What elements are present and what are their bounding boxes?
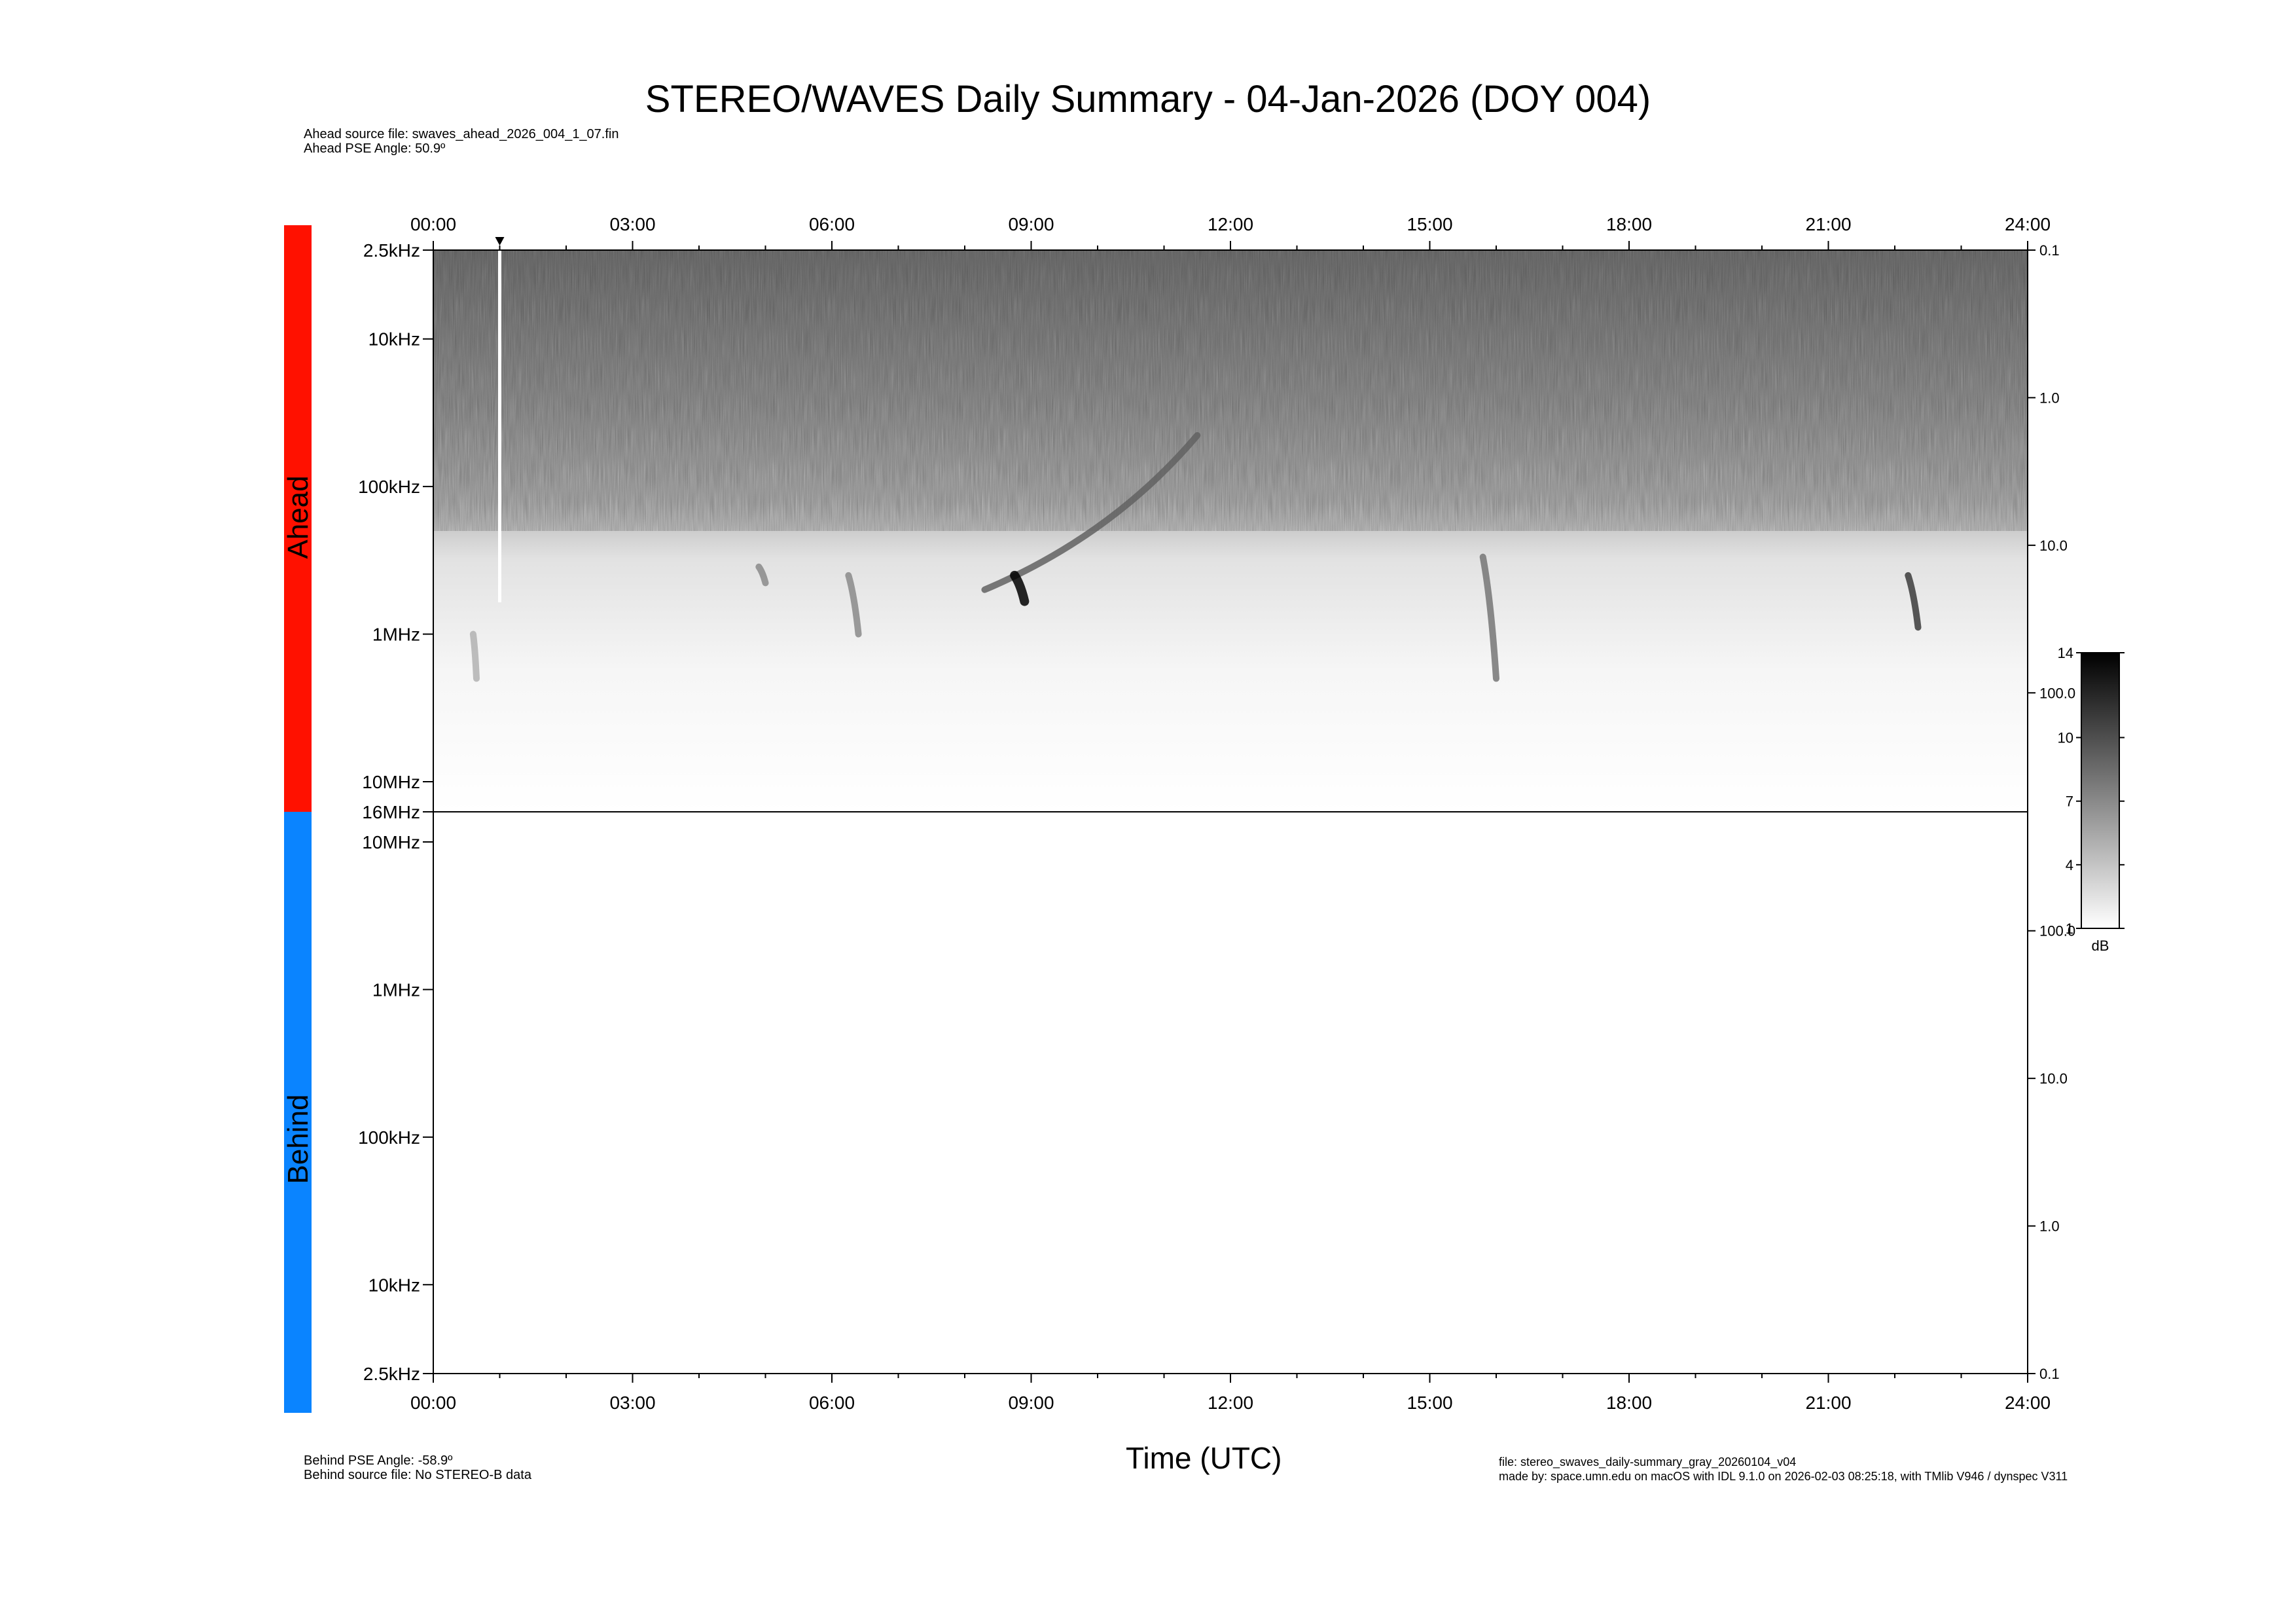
colorbar-tick-label: 7 [2066, 793, 2073, 810]
behind-y-tick-label: 1MHz [372, 979, 420, 1000]
x-tick-label-bottom: 03:00 [609, 1393, 655, 1413]
behind-panel-frame [433, 811, 2028, 1374]
ahead-right-tick-label: 100.0 [2039, 685, 2075, 701]
behind-panel-name: Behind [282, 1094, 314, 1184]
x-tick-label-bottom: 12:00 [1208, 1393, 1253, 1413]
behind-y-tick-label: 2.5kHz [363, 1364, 420, 1384]
ahead-y-tick-label: 10kHz [368, 329, 420, 350]
ahead-y-tick-label: 1MHz [372, 625, 420, 645]
behind-y-tick-label: 10kHz [368, 1275, 420, 1295]
burst-mark [755, 563, 769, 587]
ahead-y-tick-label: 2.5kHz [363, 240, 420, 261]
footer-file: file: stereo_swaves_daily-summary_gray_2… [1499, 1455, 1797, 1468]
ahead-y-tick-label: 16MHz [362, 802, 420, 822]
behind-right-tick-label: 1.0 [2039, 1218, 2060, 1235]
behind-source-file: Behind source file: No STEREO-B data [304, 1468, 531, 1482]
x-tick-label-bottom: 24:00 [2005, 1393, 2051, 1413]
behind-pse-angle: Behind PSE Angle: -58.9º [304, 1453, 453, 1468]
behind-right-tick-label: 100.0 [2039, 923, 2075, 939]
ahead-panel-name: Ahead [282, 475, 314, 558]
colorbar-tick-label: 1 [2066, 921, 2073, 937]
ahead-spectrogram-noise [433, 250, 2028, 531]
chart-title: STEREO/WAVES Daily Summary - 04-Jan-2026… [645, 78, 1651, 120]
ahead-right-tick-label: 10.0 [2039, 538, 2068, 554]
behind-right-tick-label: 10.0 [2039, 1070, 2068, 1087]
colorbar-unit-label: dB [2092, 938, 2109, 954]
x-tick-label-bottom: 18:00 [1606, 1393, 1652, 1413]
x-tick-label-top: 15:00 [1407, 214, 1452, 234]
x-tick-label-bottom: 00:00 [410, 1393, 456, 1413]
x-tick-label-top: 18:00 [1606, 214, 1652, 234]
x-tick-label-bottom: 15:00 [1407, 1393, 1452, 1413]
ahead-y-tick-label: 10MHz [362, 772, 420, 792]
x-tick-label-bottom: 21:00 [1805, 1393, 1851, 1413]
x-tick-label-top: 09:00 [1008, 214, 1054, 234]
colorbar-tick-label: 14 [2058, 645, 2073, 661]
behind-panel-bar [284, 812, 312, 1413]
burst-mark [469, 630, 480, 682]
ahead-panel-bar [284, 225, 312, 812]
x-tick-label-top: 00:00 [410, 214, 456, 234]
ahead-right-tick-label: 1.0 [2039, 390, 2060, 406]
colorbar-tick-label: 10 [2058, 730, 2073, 746]
x-tick-label-top: 03:00 [609, 214, 655, 234]
colorbar-tick-label: 4 [2066, 857, 2073, 873]
x-tick-label-top: 06:00 [809, 214, 855, 234]
time-marker [495, 237, 505, 246]
x-tick-label-top: 24:00 [2005, 214, 2051, 234]
burst-mark [1010, 570, 1030, 606]
behind-right-tick-label: 0.1 [2039, 1366, 2060, 1382]
ahead-pse-angle: Ahead PSE Angle: 50.9º [304, 141, 446, 156]
burst-mark [1905, 572, 1922, 631]
behind-y-tick-label: 100kHz [358, 1127, 420, 1148]
x-axis-label: Time (UTC) [1126, 1441, 1282, 1475]
colorbar [2081, 652, 2120, 929]
ahead-y-tick-label: 100kHz [358, 477, 420, 497]
ahead-meta: Ahead source file: swaves_ahead_2026_004… [304, 127, 619, 156]
behind-y-tick-label: 10MHz [362, 832, 420, 852]
footer-made-by: made by: space.umn.edu on macOS with IDL… [1499, 1470, 2068, 1483]
x-tick-label-bottom: 06:00 [809, 1393, 855, 1413]
x-tick-label-top: 21:00 [1805, 214, 1851, 234]
ahead-source-file: Ahead source file: swaves_ahead_2026_004… [304, 127, 619, 141]
x-tick-label-top: 12:00 [1208, 214, 1253, 234]
behind-meta: Behind PSE Angle: -58.9º Behind source f… [304, 1453, 531, 1482]
x-tick-label-bottom: 09:00 [1008, 1393, 1054, 1413]
ahead-right-tick-label: 0.1 [2039, 242, 2060, 259]
burst-mark [845, 572, 862, 638]
burst-mark [1479, 553, 1499, 682]
